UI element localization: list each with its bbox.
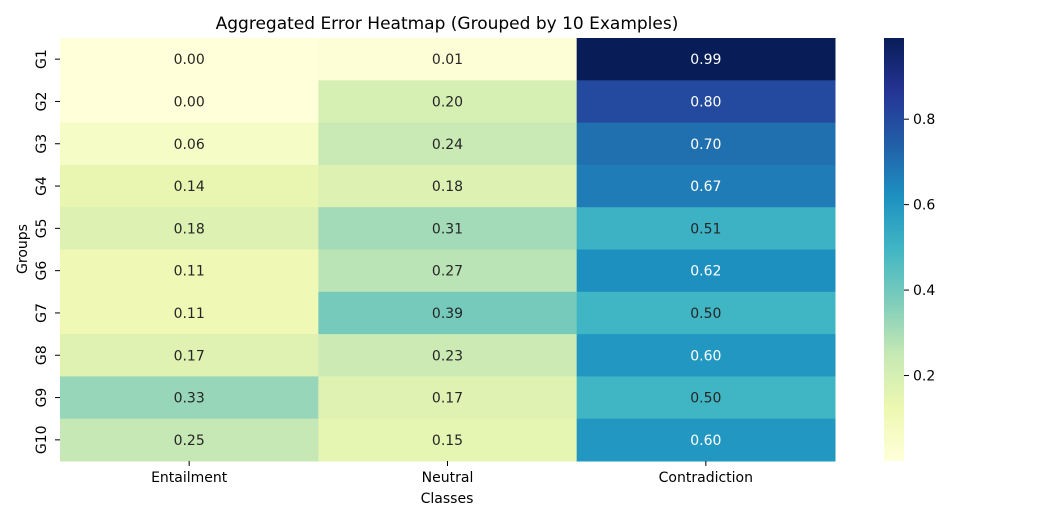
heatmap-cell bbox=[576, 334, 836, 377]
cell-value-label: 0.17 bbox=[174, 348, 205, 364]
heatmap-cell bbox=[60, 291, 319, 335]
heatmap-cell bbox=[318, 376, 578, 420]
cell-value-label: 0.70 bbox=[690, 137, 721, 153]
colorbar-tick-label: 0.8 bbox=[913, 112, 935, 128]
heatmap-cell bbox=[60, 38, 319, 81]
cell-value-label: 0.50 bbox=[690, 306, 721, 322]
heatmap-cell bbox=[318, 334, 578, 377]
cell-value-label: 0.01 bbox=[432, 52, 463, 68]
cell-value-label: 0.39 bbox=[432, 306, 463, 322]
cell-value-label: 0.06 bbox=[174, 137, 205, 153]
x-tick-label: Neutral bbox=[422, 470, 474, 486]
heatmap-cell bbox=[60, 80, 319, 124]
cell-value-label: 0.67 bbox=[690, 179, 721, 195]
heatmap-cell bbox=[576, 38, 836, 81]
cell-value-label: 0.31 bbox=[432, 221, 463, 237]
cell-value-label: 0.14 bbox=[174, 179, 205, 195]
cell-value-label: 0.11 bbox=[174, 306, 205, 322]
y-tick-label: G10 bbox=[34, 426, 50, 455]
heatmap-cell bbox=[318, 418, 578, 462]
cell-value-label: 0.80 bbox=[690, 94, 721, 110]
heatmap-cell bbox=[576, 80, 836, 124]
heatmap-cell bbox=[576, 122, 836, 166]
heatmap-cell bbox=[60, 249, 319, 293]
y-tick-label: G7 bbox=[34, 303, 50, 323]
y-axis: G1 G2 G3 G4 G5 G6 G7 G8 G9 G10 bbox=[34, 49, 60, 454]
heatmap-cell bbox=[60, 376, 319, 420]
heatmap-cell bbox=[576, 249, 836, 293]
heatmap-cell bbox=[318, 164, 578, 208]
cell-value-label: 0.60 bbox=[690, 348, 721, 364]
heatmap-cell bbox=[576, 164, 836, 208]
colorbar-ticks: 0.2 0.4 0.6 0.8 bbox=[904, 112, 935, 385]
y-tick-label: G2 bbox=[34, 92, 50, 112]
y-tick-label: G1 bbox=[34, 49, 50, 69]
cell-value-label: 0.62 bbox=[690, 264, 721, 280]
cell-value-label: 0.23 bbox=[432, 348, 463, 364]
heatmap-cell bbox=[576, 207, 836, 250]
cell-value-label: 0.00 bbox=[174, 94, 205, 110]
cell-value-label: 0.33 bbox=[174, 391, 205, 407]
heatmap-cell bbox=[60, 122, 319, 166]
heatmap-cell bbox=[318, 291, 578, 335]
cell-value-label: 0.18 bbox=[174, 221, 205, 237]
heatmap-cell bbox=[576, 376, 836, 420]
colorbar-tick-label: 0.2 bbox=[913, 369, 935, 385]
heatmap-cell bbox=[576, 291, 836, 335]
heatmap-cell-labels: 0.00 0.01 0.99 0.00 0.20 0.80 0.06 0.24 0.70 0.14… bbox=[174, 52, 722, 449]
x-tick-label: Contradiction bbox=[659, 470, 753, 486]
y-tick-label: G8 bbox=[34, 345, 50, 365]
y-axis-title: Groups bbox=[15, 224, 31, 274]
cell-value-label: 0.17 bbox=[432, 391, 463, 407]
heatmap-cell bbox=[318, 249, 578, 293]
x-tick-label: Entailment bbox=[151, 470, 228, 486]
x-axis-title: Classes bbox=[421, 491, 474, 507]
heatmap-cell bbox=[318, 80, 578, 124]
heatmap-cell bbox=[60, 207, 319, 250]
y-tick-label: G6 bbox=[34, 261, 50, 281]
colorbar-tick-label: 0.4 bbox=[913, 283, 935, 299]
heatmap-cell bbox=[318, 38, 578, 81]
cell-value-label: 0.18 bbox=[432, 179, 463, 195]
heatmap-cell bbox=[60, 418, 319, 462]
cell-value-label: 0.27 bbox=[432, 264, 463, 280]
colorbar-tick-label: 0.6 bbox=[913, 198, 935, 214]
heatmap-cell bbox=[576, 418, 836, 462]
chart-title: Aggregated Error Heatmap (Grouped by 10 … bbox=[216, 14, 679, 34]
cell-value-label: 0.20 bbox=[432, 94, 463, 110]
cell-value-label: 0.24 bbox=[432, 137, 463, 153]
cell-value-label: 0.11 bbox=[174, 264, 205, 280]
heatmap-cells bbox=[60, 38, 836, 462]
cell-value-label: 0.99 bbox=[690, 52, 721, 68]
cell-value-label: 0.60 bbox=[690, 433, 721, 449]
heatmap-cell bbox=[60, 334, 319, 377]
y-tick-label: G4 bbox=[34, 176, 50, 196]
heatmap-cell bbox=[318, 122, 578, 166]
cell-value-label: 0.00 bbox=[174, 52, 205, 68]
y-tick-label: G3 bbox=[34, 134, 50, 154]
y-tick-label: G5 bbox=[34, 218, 50, 238]
heatmap-cell bbox=[60, 164, 319, 208]
cell-value-label: 0.25 bbox=[174, 433, 205, 449]
cell-value-label: 0.50 bbox=[690, 391, 721, 407]
cell-value-label: 0.51 bbox=[690, 221, 721, 237]
colorbar bbox=[884, 38, 904, 461]
x-axis: Entailment Neutral Contradiction bbox=[151, 461, 753, 486]
heatmap-cell bbox=[318, 207, 578, 250]
cell-value-label: 0.15 bbox=[432, 433, 463, 449]
y-tick-label: G9 bbox=[34, 388, 50, 408]
